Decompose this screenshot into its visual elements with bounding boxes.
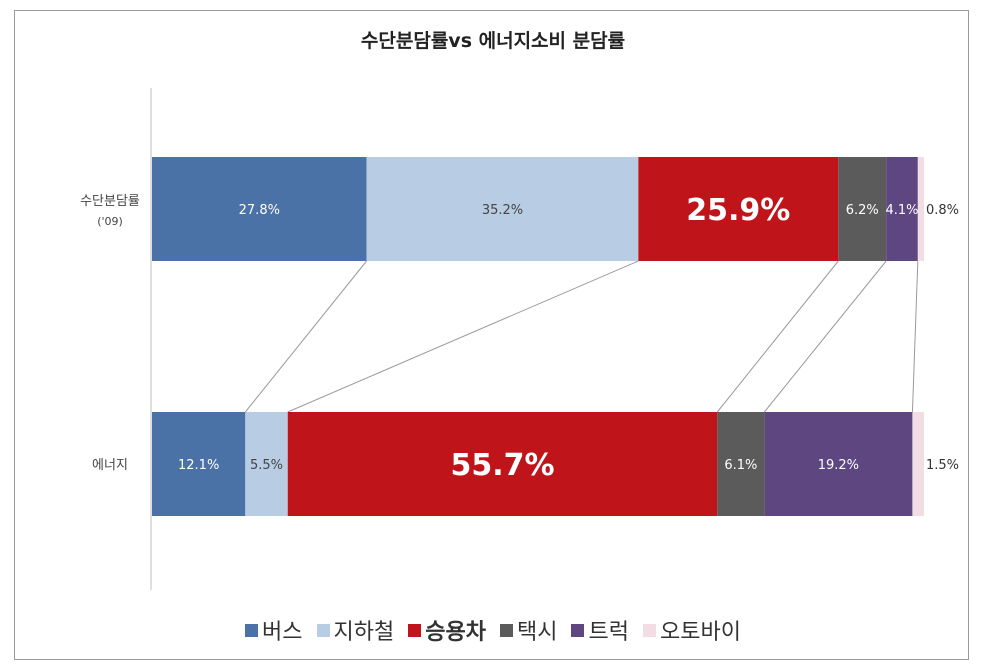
data-label: 12.1%	[178, 458, 219, 473]
legend-swatch	[642, 623, 656, 637]
data-label: 19.2%	[818, 458, 859, 473]
legend-swatch	[245, 623, 259, 637]
legend-label: 택시	[517, 620, 558, 645]
bar-segment	[152, 157, 367, 261]
legend-swatch	[500, 623, 513, 637]
data-label: 4.1%	[885, 203, 918, 218]
data-label: 6.1%	[724, 458, 757, 473]
bar-segment	[287, 412, 718, 516]
category-label: 수단분담률 ('09)	[80, 194, 140, 228]
data-label: 1.5%	[926, 458, 959, 473]
bar-segment	[638, 157, 839, 261]
chart-legend: 버스 지하철 승용차 택시 트럭 오토바이	[0, 614, 986, 646]
connector-line	[911, 260, 919, 413]
connector-line	[716, 260, 839, 413]
legend-item: 승용차	[408, 614, 486, 646]
legend-swatch	[408, 623, 422, 637]
bar-segment	[366, 157, 639, 261]
bar-segment	[717, 412, 765, 516]
legend-item: 지하철	[316, 614, 395, 646]
data-label: 6.2%	[846, 203, 879, 218]
legend-item: 트럭	[571, 614, 629, 646]
legend-item: 오토바이	[642, 614, 741, 646]
data-label: 25.9%	[686, 193, 790, 228]
legend-swatch	[571, 623, 585, 637]
data-label: 55.7%	[450, 448, 554, 483]
data-label: 5.5%	[250, 458, 283, 473]
legend-item: 버스	[245, 614, 303, 646]
category-label: 에너지	[92, 458, 128, 473]
data-label: 27.8%	[239, 203, 280, 218]
bar-segment	[245, 412, 288, 516]
connector-line	[763, 260, 887, 413]
legend-label: 트럭	[588, 620, 629, 645]
connector-line	[244, 260, 368, 413]
bar-segment	[886, 157, 918, 261]
data-label: 35.2%	[482, 203, 523, 218]
bar-segment	[838, 157, 887, 261]
legend-label: 오토바이	[659, 620, 741, 645]
legend-label: 승용차	[425, 620, 486, 645]
legend-swatch	[316, 623, 330, 637]
bar-segment	[764, 412, 913, 516]
chart-title: 수단분담률vs 에너지소비 분담률	[360, 30, 626, 52]
bar-segment	[912, 412, 924, 516]
connector-line	[287, 260, 639, 413]
legend-label: 지하철	[333, 620, 395, 645]
bar-segment	[152, 412, 246, 516]
data-label: 0.8%	[926, 203, 959, 218]
legend-item: 택시	[500, 614, 557, 646]
bar-segment	[917, 157, 924, 261]
legend-label: 버스	[262, 620, 303, 645]
chart-frame	[14, 10, 969, 660]
